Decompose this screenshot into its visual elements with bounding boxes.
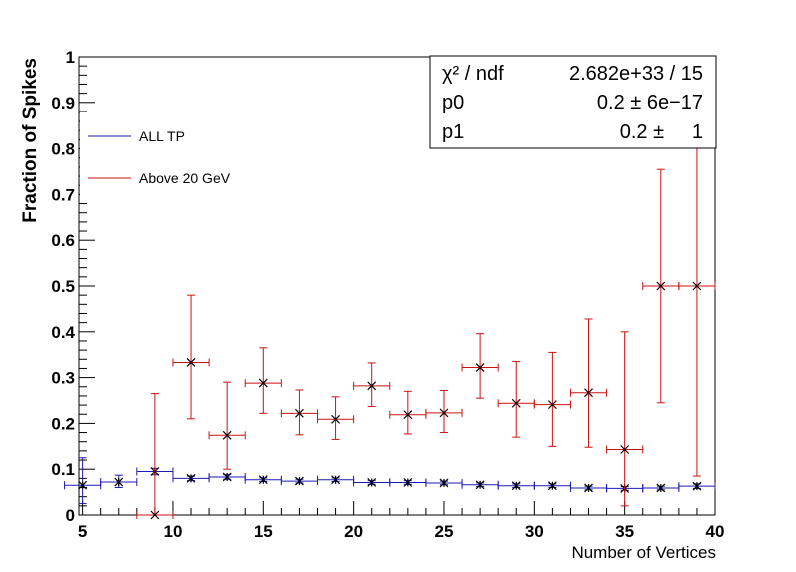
stat-value-p0: 0.2 ± 6e−17 (597, 92, 703, 114)
y-tick-label: 0.2 (51, 414, 75, 433)
x-tick-label: 30 (525, 522, 544, 541)
data-point (656, 281, 666, 291)
data-point (367, 381, 377, 391)
marker-stroke (331, 414, 340, 424)
marker-stroke (475, 363, 485, 372)
y-tick-label: 0 (66, 506, 75, 525)
series-layer (64, 95, 716, 520)
marker-stroke (295, 408, 304, 418)
y-tick-label: 0.3 (51, 369, 75, 388)
x-tick-label: 20 (344, 522, 363, 541)
data-point (222, 472, 232, 482)
data-point (547, 400, 557, 410)
data-point (547, 481, 557, 491)
legend: ALL TP Above 20 GeV (80, 112, 318, 196)
fit-stats-frame (429, 55, 717, 149)
stat-value-chi2: 2.682e+33 / 15 (569, 63, 703, 85)
y-tick-labels: 0 0.1 0.2 0.3 0.4 0.5 0.6 0.7 0.8 0.9 1 (51, 48, 75, 525)
marker-stroke (656, 281, 666, 291)
stat-label-p0: p0 (442, 92, 464, 114)
stat-label-p1: p1 (442, 121, 464, 143)
y-axis-title: Fraction of Spikes (20, 58, 41, 223)
data-point (475, 363, 485, 372)
fit-stats-box: χ² / ndf 2.682e+33 / 15 p0 0.2 ± 6e−17 p… (429, 55, 717, 149)
data-point (511, 481, 521, 491)
data-point (258, 475, 268, 485)
x-tick-label: 35 (615, 522, 634, 541)
data-point (620, 445, 630, 454)
marker-stroke (692, 281, 702, 291)
marker-stroke (511, 398, 521, 408)
data-point (511, 398, 521, 408)
series-all-tp (64, 457, 716, 505)
y-tick-label: 0.6 (51, 231, 75, 250)
marker-stroke (186, 358, 196, 367)
data-point (186, 358, 196, 367)
data-point (258, 378, 268, 388)
marker-stroke (620, 445, 630, 454)
y-tick-label: 1 (66, 48, 75, 67)
data-point (150, 510, 160, 520)
y-tick-label: 0.9 (51, 94, 75, 113)
marker-stroke (584, 388, 593, 398)
marker-stroke (367, 381, 377, 391)
data-point (114, 477, 124, 487)
x-tick-label: 5 (78, 522, 87, 541)
data-point (331, 475, 340, 485)
legend-label-all-tp: ALL TP (139, 128, 185, 144)
data-point (692, 281, 702, 291)
y-tick-label: 0.7 (51, 185, 75, 204)
data-point (331, 414, 340, 424)
y-tick-label: 0.5 (51, 277, 75, 296)
data-point (439, 478, 449, 488)
x-tick-label: 10 (163, 522, 182, 541)
data-point (295, 408, 304, 418)
marker-stroke (222, 430, 232, 440)
data-point (403, 410, 413, 420)
x-axis-title: Number of Vertices (571, 543, 716, 562)
stat-label-chi2: χ² / ndf (442, 63, 504, 85)
data-point (656, 483, 666, 493)
data-point (186, 473, 196, 483)
x-tick-label: 40 (706, 522, 725, 541)
legend-box (80, 112, 318, 196)
data-point (222, 430, 232, 440)
marker-stroke (547, 400, 557, 410)
data-point (403, 478, 413, 487)
data-point (78, 480, 88, 490)
data-point (692, 481, 702, 491)
x-tick-labels: 5 10 15 20 25 30 35 40 (78, 522, 725, 541)
data-point (439, 408, 449, 418)
marker-stroke (150, 510, 160, 520)
x-tick-label: 25 (435, 522, 454, 541)
legend-label-above-20-gev: Above 20 GeV (139, 170, 231, 186)
marker-stroke (403, 410, 413, 420)
series-above-20-gev (136, 95, 716, 520)
data-point (584, 483, 593, 493)
marker-stroke (258, 378, 268, 388)
y-tick-label: 0.4 (51, 323, 75, 342)
stat-value-p1: 0.2 ± 1 (620, 121, 703, 143)
y-tick-label: 0.1 (51, 460, 75, 479)
x-tick-label: 15 (254, 522, 273, 541)
marker-stroke (439, 408, 449, 418)
data-point (475, 480, 485, 490)
y-tick-label: 0.8 (51, 140, 75, 159)
data-point (295, 476, 304, 486)
data-point (367, 478, 377, 487)
data-point (584, 388, 593, 398)
